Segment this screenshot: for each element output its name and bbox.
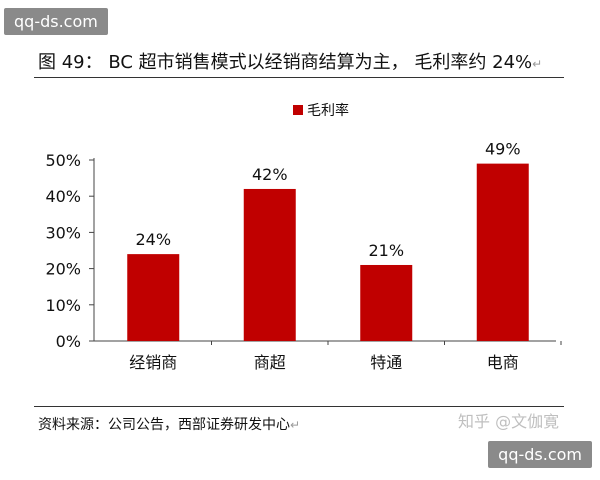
y-tick-label: 50%: [45, 151, 81, 170]
legend-swatch: [293, 105, 303, 115]
category-label: 特通: [370, 353, 402, 372]
watermark-top: qq-ds.com: [4, 8, 108, 35]
y-tick-label: 0%: [56, 332, 81, 351]
category-label: 电商: [487, 353, 519, 372]
bar: [127, 254, 180, 341]
y-tick-label: 20%: [45, 260, 81, 279]
legend-label: 毛利率: [307, 102, 349, 119]
y-tick-label: 30%: [45, 223, 81, 242]
bar: [243, 188, 296, 341]
watermark-bottom: qq-ds.com: [488, 441, 592, 468]
data-label: 24%: [135, 230, 171, 249]
data-label: 42%: [252, 165, 288, 184]
bar: [360, 264, 413, 341]
y-tick-label: 40%: [45, 187, 81, 206]
source-divider: [34, 406, 564, 407]
figure-title: 图 49： BC 超市销售模式以经销商结算为主， 毛利率约 24%↵: [38, 52, 543, 73]
author-attribution: 知乎 @文伽寛: [458, 412, 560, 431]
data-label: 49%: [485, 140, 521, 159]
title-divider: [34, 77, 564, 78]
category-label: 经销商: [129, 353, 177, 372]
y-tick-label: 10%: [45, 296, 81, 315]
bar: [476, 163, 529, 341]
category-label: 商超: [254, 353, 286, 372]
source-note: 资料来源：公司公告，西部证券研发中心↵: [38, 417, 301, 433]
data-label: 21%: [368, 241, 404, 260]
